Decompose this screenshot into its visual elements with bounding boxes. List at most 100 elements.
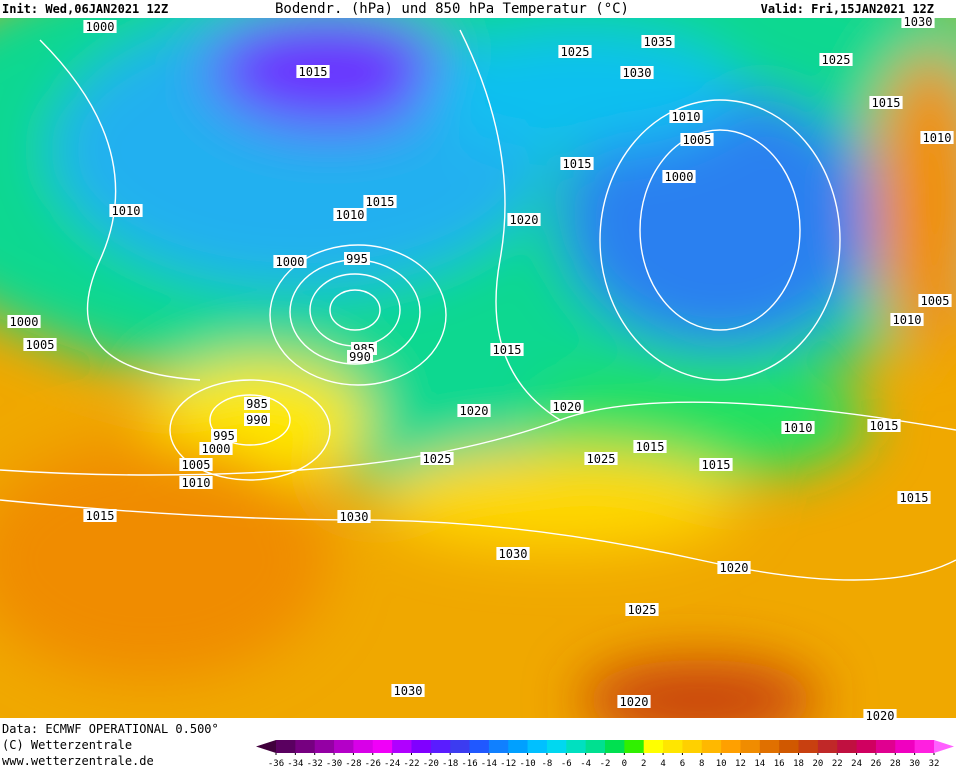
isobar-label: 1000 [86, 20, 115, 34]
isobar-label: 1020 [866, 709, 895, 723]
colorbar-swatch [721, 740, 741, 753]
isobar-label-box [296, 65, 330, 78]
colorbar-tick-label: 18 [793, 759, 804, 768]
isobar-label-box [617, 695, 651, 708]
isobar-label-box [7, 315, 41, 328]
isobar-label-box [781, 421, 815, 434]
colorbar-tick-label: 12 [735, 759, 746, 768]
isobar-label-box [901, 15, 935, 28]
colorbar-tick-label: -2 [600, 759, 611, 768]
isobar-label: 1025 [587, 452, 616, 466]
isobar-label-box [363, 195, 397, 208]
isobar-label: 1020 [460, 404, 489, 418]
colorbar-swatch [276, 740, 296, 753]
colorbar-tick-label: -12 [500, 759, 516, 768]
isobar-label-box [211, 429, 237, 442]
colorbar-swatch [779, 740, 800, 753]
isobars [0, 29, 956, 581]
isobar-label-box [641, 35, 675, 48]
isobar-label-box [507, 213, 541, 226]
colorbar-swatch [527, 740, 548, 753]
isobar-label: 1000 [665, 170, 694, 184]
colorbar-swatch [585, 740, 606, 753]
isobar-label: 1010 [336, 208, 365, 222]
colorbar-arrow [256, 740, 276, 753]
colorbar-tick-label: -24 [384, 759, 400, 768]
isobar-label: 1030 [623, 66, 652, 80]
isobar-label-box [819, 53, 853, 66]
colorbar-tick-label: -30 [326, 759, 342, 768]
colorbar-swatch [895, 740, 916, 753]
colorbar-tick-label: -8 [542, 759, 553, 768]
isobar-label: 985 [246, 397, 268, 411]
isobar-label: 1010 [893, 313, 922, 327]
colorbar-swatch [508, 740, 529, 753]
colorbar-swatch [856, 740, 877, 753]
colorbar-tick-label: -6 [561, 759, 572, 768]
colorbar-tick-label: -36 [268, 759, 284, 768]
colorbar-swatch [411, 740, 432, 753]
isobar-label: 1015 [636, 440, 665, 454]
colorbar-tick-label: -28 [345, 759, 361, 768]
isobar-label-box [625, 603, 659, 616]
colorbar-tick-label: -18 [442, 759, 458, 768]
isobar-label: 995 [213, 429, 235, 443]
isobar-label: 1000 [276, 255, 305, 269]
isobar-label: 1005 [26, 338, 55, 352]
isobar-label: 1015 [870, 419, 899, 433]
isobar-label-box [199, 442, 233, 455]
isobar-label-box [890, 313, 924, 326]
isobar-label: 1020 [720, 561, 749, 575]
isobar-label: 1000 [202, 442, 231, 456]
colorbar-swatch [469, 740, 490, 753]
header-bar [0, 0, 956, 18]
colorbar-swatch [817, 740, 838, 753]
colorbar-swatch [392, 740, 412, 753]
isobar-label: 1015 [493, 343, 522, 357]
isobar-label: 1010 [182, 476, 211, 490]
isobar-label: 1005 [683, 133, 712, 147]
isobar-label-box [560, 157, 594, 170]
isobar-label: 1010 [784, 421, 813, 435]
isobar-label: 1010 [112, 204, 141, 218]
isobar-label-box [490, 343, 524, 356]
isobar-label: 1010 [672, 110, 701, 124]
colorbar-arrow [934, 740, 954, 753]
copyright: (C) Wetterzentrale [2, 738, 132, 752]
isobar-label: 1030 [904, 15, 933, 29]
isobar-label: 1015 [366, 195, 395, 209]
map-title: Bodendr. (hPa) und 850 hPa Temperatur (°… [275, 1, 629, 17]
colorbar-tick-label: -14 [481, 759, 497, 768]
colorbar-tick-label: 4 [660, 759, 665, 768]
colorbar-tick-label: 14 [754, 759, 765, 768]
colorbar-tick-label: -26 [365, 759, 381, 768]
colorbar-tick-label: 28 [890, 759, 901, 768]
isobar-label-box [347, 350, 373, 363]
isobar-label-box [680, 133, 714, 146]
isobar-label-box [344, 252, 370, 265]
isobar-label-box [662, 170, 696, 183]
isobar-label: 1010 [923, 131, 952, 145]
isobar-label-box [584, 452, 618, 465]
isobar-label-box [550, 400, 584, 413]
colorbar-swatch [605, 740, 625, 753]
isobar-label: 1000 [10, 315, 39, 329]
isobar-label: 1015 [702, 458, 731, 472]
isobar-label-box [333, 208, 367, 221]
colorbar-tick-label: 16 [774, 759, 785, 768]
isobar-label-box [869, 96, 903, 109]
colorbar-swatch [740, 740, 761, 753]
isobar-label: 1005 [921, 294, 950, 308]
isobar-label-box [920, 131, 954, 144]
isobar-label: 1035 [644, 35, 673, 49]
colorbar-tick-label: -16 [461, 759, 477, 768]
isobar-label-box [620, 66, 654, 79]
isobar-label: 1015 [563, 157, 592, 171]
website: www.wetterzentrale.de [2, 754, 154, 768]
colorbar-swatch [643, 740, 664, 753]
isobar-label: 1015 [86, 509, 115, 523]
isobar-label: 1020 [510, 213, 539, 227]
isobar-label-box [699, 458, 733, 471]
colorbar-tick-label: 26 [871, 759, 882, 768]
colorbar-tick-label: -10 [519, 759, 535, 768]
